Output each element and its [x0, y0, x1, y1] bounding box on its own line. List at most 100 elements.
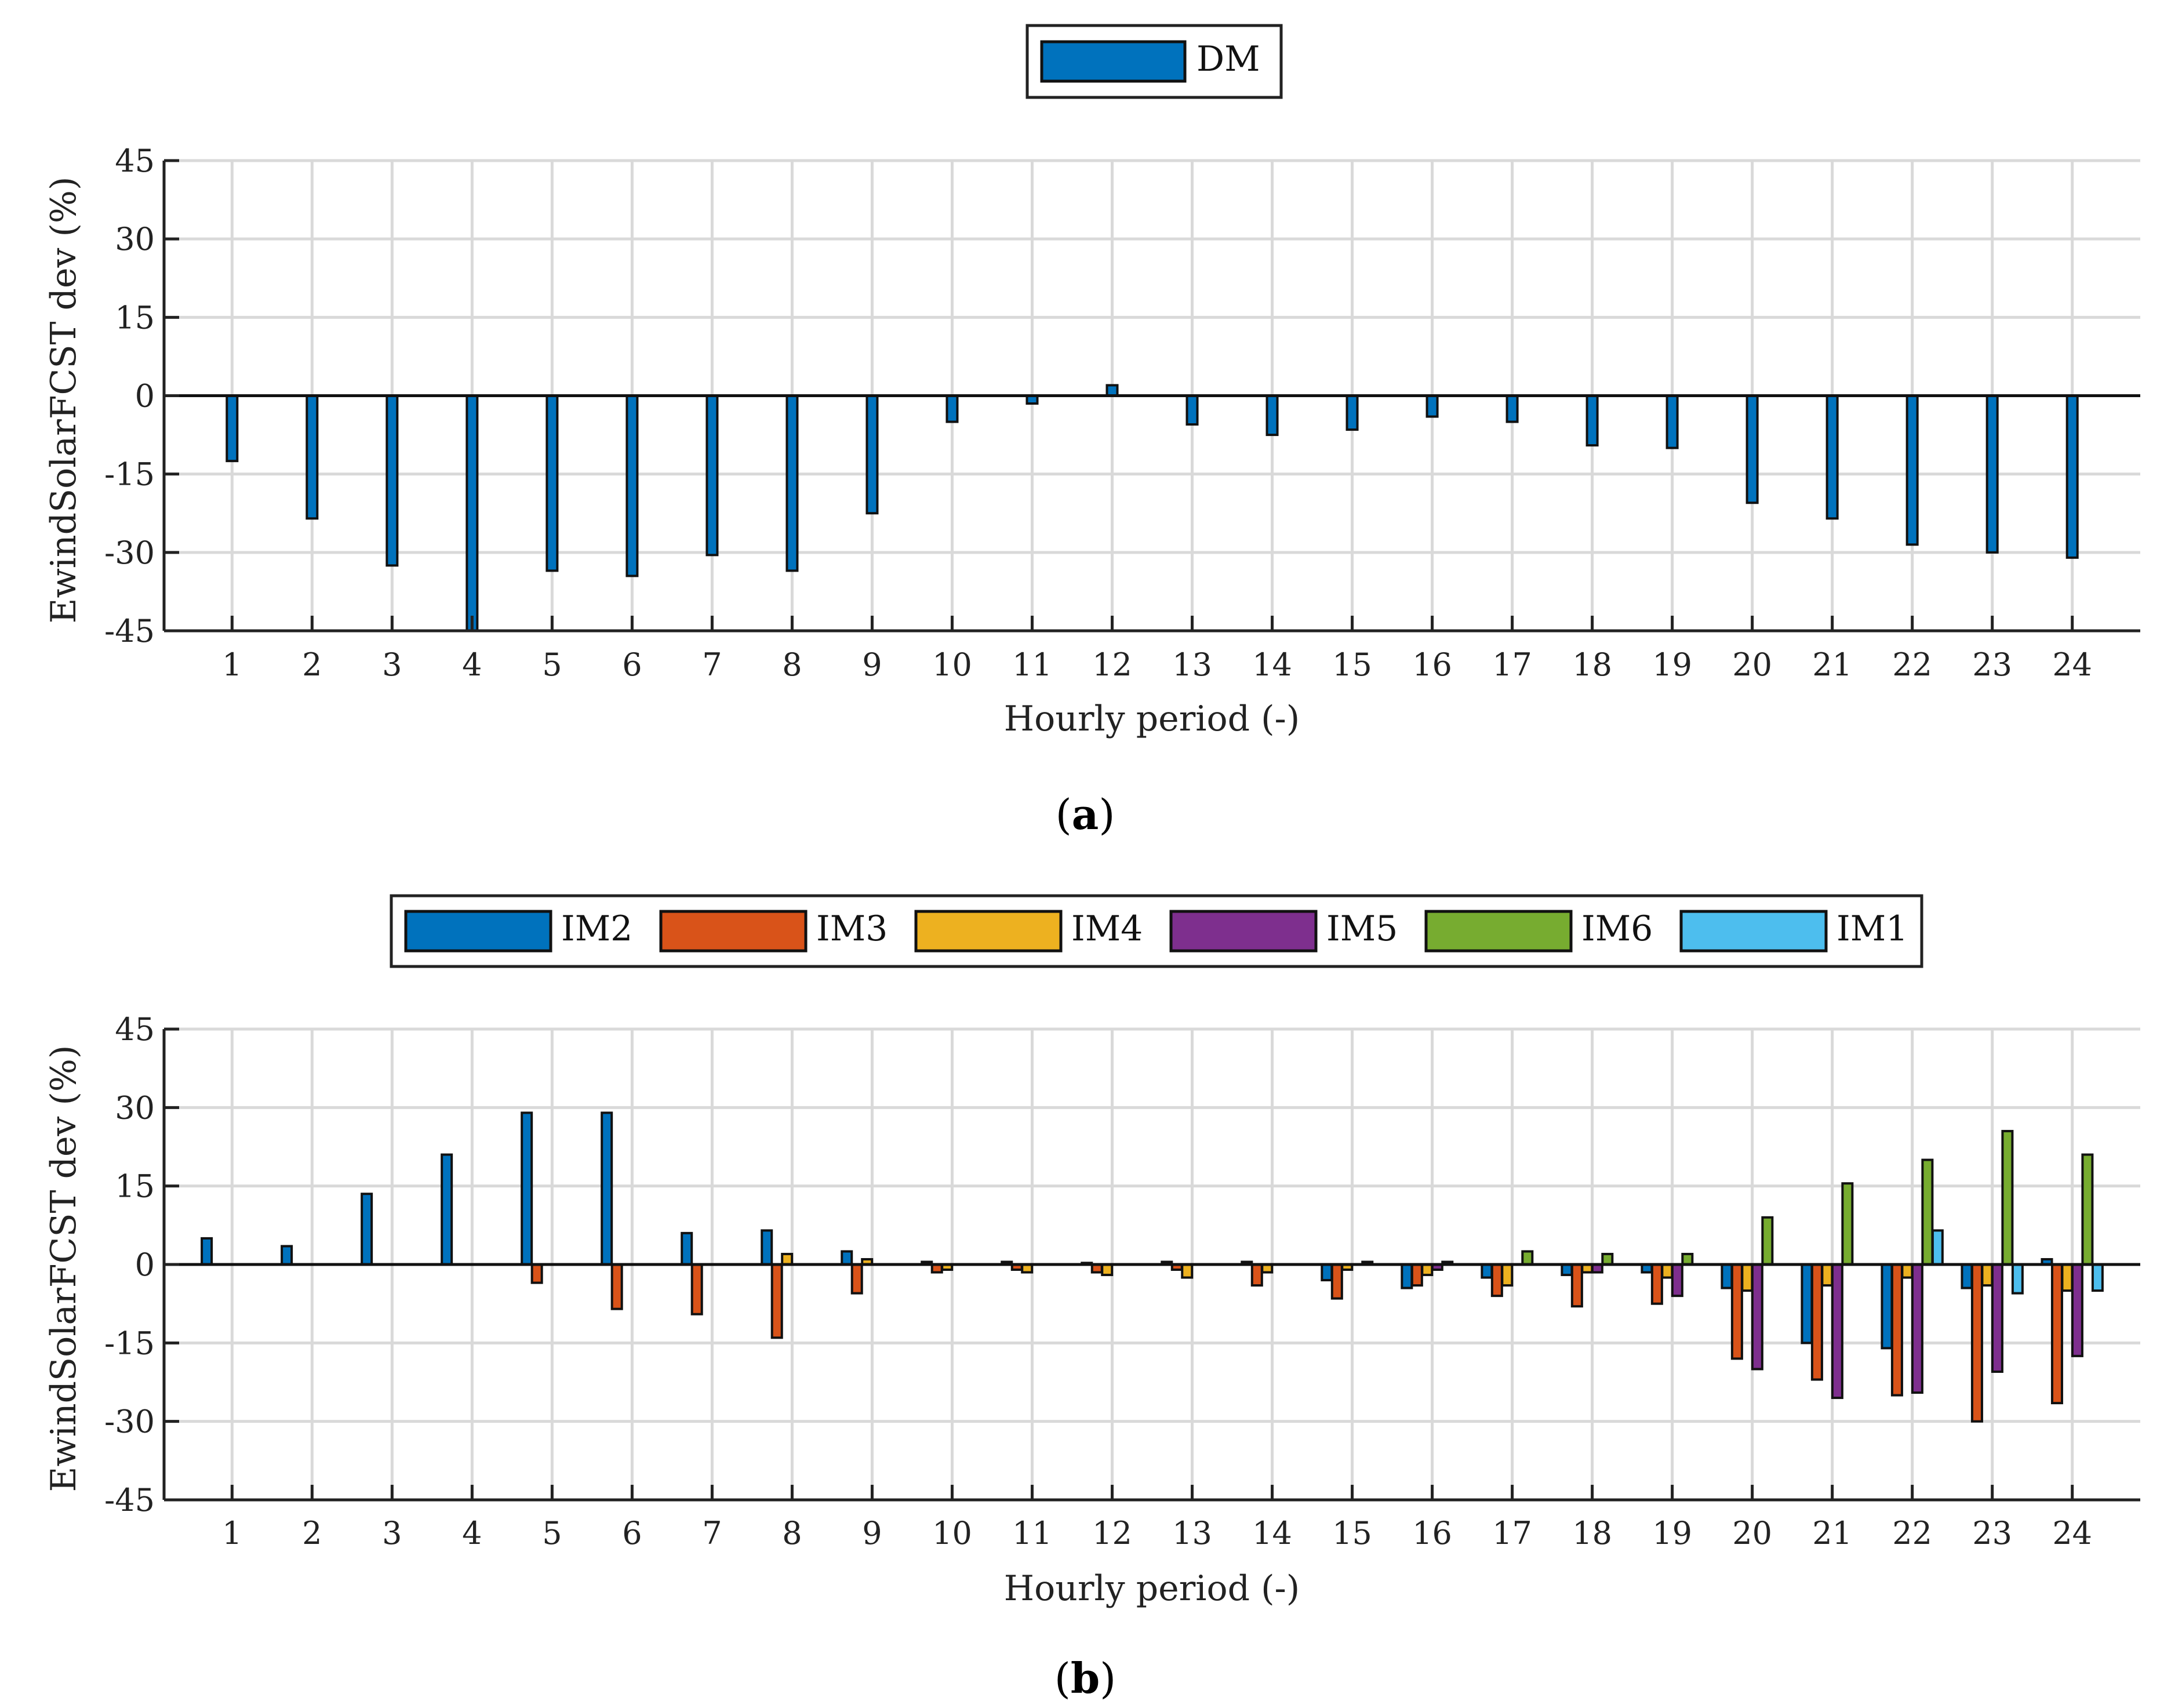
legend-label-im6: IM6 [1581, 908, 1653, 949]
bar-dm-7 [705, 394, 719, 557]
bar-im6-24 [2081, 1153, 2094, 1266]
bar-im4-22 [1901, 1263, 1914, 1279]
bar-im2-17 [1481, 1263, 1493, 1279]
bar-im3-23 [1970, 1263, 1983, 1423]
x-tick-label: 4 [462, 1515, 482, 1551]
bar-im2-23 [1961, 1263, 1973, 1289]
x-tick-label: 9 [862, 1515, 882, 1551]
y-tick-label: 15 [115, 1168, 155, 1205]
bar-im3-14 [1250, 1263, 1263, 1287]
caption-b: (b) [1054, 1654, 1117, 1703]
x-tick-label: 12 [1092, 646, 1132, 683]
x-tick-label: 21 [1812, 1515, 1852, 1551]
caption-a-letter: a [1072, 790, 1099, 839]
bar-im5-23 [1991, 1263, 2003, 1373]
legend-label-im5: IM5 [1326, 908, 1398, 949]
legend-swatch-im5 [1169, 910, 1318, 953]
x-tick-label: 14 [1252, 1515, 1292, 1551]
x-tick-label: 10 [932, 1515, 972, 1551]
x-tick-label: 2 [302, 646, 322, 683]
y-tick-label: -45 [104, 613, 155, 649]
bar-dm-24 [2065, 394, 2079, 559]
bar-im3-6 [610, 1263, 623, 1310]
x-tick-label: 22 [1892, 1515, 1932, 1551]
legend-swatch-im4 [914, 910, 1063, 953]
x-tick-label: 7 [702, 646, 722, 683]
x-tick-label: 11 [1012, 1515, 1052, 1551]
bar-im3-21 [1810, 1263, 1823, 1381]
bar-im2-9 [841, 1250, 853, 1266]
bar-im3-17 [1490, 1263, 1503, 1298]
x-tick-label: 15 [1332, 1515, 1372, 1551]
bar-im2-4 [441, 1153, 453, 1266]
x-tick-label: 6 [622, 646, 642, 683]
x-tick-label: 5 [542, 1515, 562, 1551]
bar-im2-20 [1721, 1263, 1733, 1289]
bar-im3-16 [1410, 1263, 1423, 1287]
bars-b [201, 1111, 2104, 1423]
bar-im3-19 [1650, 1263, 1663, 1305]
bar-dm-15 [1345, 394, 1359, 431]
bar-im6-21 [1841, 1182, 1854, 1266]
legend-label-im1: IM1 [1836, 908, 1908, 949]
y-tick-label: -15 [104, 456, 155, 493]
bar-im4-23 [1981, 1263, 1994, 1287]
bar-dm-1 [226, 394, 239, 463]
x-tick-label: 11 [1012, 646, 1052, 683]
bar-im4-20 [1741, 1263, 1754, 1292]
bar-im1-24 [2091, 1263, 2104, 1292]
bar-dm-3 [386, 394, 399, 567]
bars-a [226, 384, 2079, 632]
y-tick-labels-a: 45 30 15 0 -15 -30 -45 [104, 143, 155, 649]
y-tick-label: 45 [115, 143, 155, 179]
bar-im3-22 [1890, 1263, 1903, 1397]
bar-dm-6 [625, 394, 639, 577]
y-tick-label: -15 [104, 1325, 155, 1361]
x-tick-label: 23 [1972, 1515, 2012, 1551]
x-tick-label: 22 [1892, 646, 1932, 683]
bar-im6-19 [1681, 1252, 1694, 1266]
y-axis-label-a: EwindSolarFCST dev (%) [43, 177, 84, 624]
x-axis-label-a: Hourly period (-) [1004, 699, 1300, 739]
legend-label-dm: DM [1197, 39, 1260, 79]
y-tick-labels-b: 45 30 15 0 -15 -30 -45 [104, 1011, 155, 1518]
x-tick-label: 18 [1572, 1515, 1612, 1551]
x-tick-label: 9 [862, 646, 882, 683]
x-tick-label: 16 [1412, 1515, 1452, 1551]
bar-im3-24 [2050, 1263, 2063, 1405]
x-tick-label: 16 [1412, 646, 1452, 683]
x-tick-label: 19 [1652, 1515, 1692, 1551]
bar-im6-20 [1761, 1216, 1774, 1266]
x-tick-label: 19 [1652, 646, 1692, 683]
legend-label-im3: IM3 [816, 908, 888, 949]
bar-im3-5 [530, 1263, 543, 1284]
bar-im6-18 [1601, 1252, 1614, 1266]
legend-swatch-im2 [404, 910, 552, 953]
y-tick-label: 30 [115, 1089, 155, 1126]
x-tick-label: 8 [782, 646, 802, 683]
x-tick-labels-b: 1 2 3 4 5 6 7 8 9 10 11 12 13 14 15 16 17 18 19 20 21 22 23 24 [222, 1515, 2092, 1551]
bar-dm-18 [1585, 394, 1599, 447]
y-tick-label: 0 [135, 1247, 155, 1283]
x-tick-label: 23 [1972, 646, 2012, 683]
bar-im5-24 [2071, 1263, 2083, 1357]
x-tick-label: 8 [782, 1515, 802, 1551]
bar-im2-1 [201, 1237, 213, 1266]
x-tick-label: 13 [1172, 646, 1212, 683]
panel-b: IM2 IM3 IM4 IM5 IM6 IM1 4530150-15-30-45… [43, 894, 2140, 1703]
bar-im3-20 [1730, 1263, 1743, 1360]
x-tick-label: 1 [222, 646, 242, 683]
legend-swatch-dm [1040, 40, 1187, 83]
x-tick-label: 10 [932, 646, 972, 683]
x-tick-label: 6 [622, 1515, 642, 1551]
x-tick-label: 12 [1092, 1515, 1132, 1551]
bar-dm-12 [1105, 384, 1119, 397]
axes-b [162, 1027, 2140, 1502]
y-tick-label: 30 [115, 221, 155, 257]
x-tick-label: 3 [382, 1515, 402, 1551]
caption-b-letter: b [1071, 1654, 1100, 1703]
bar-im2-6 [601, 1111, 613, 1266]
bar-im2-5 [521, 1111, 533, 1266]
y-tick-label: 15 [115, 299, 155, 336]
